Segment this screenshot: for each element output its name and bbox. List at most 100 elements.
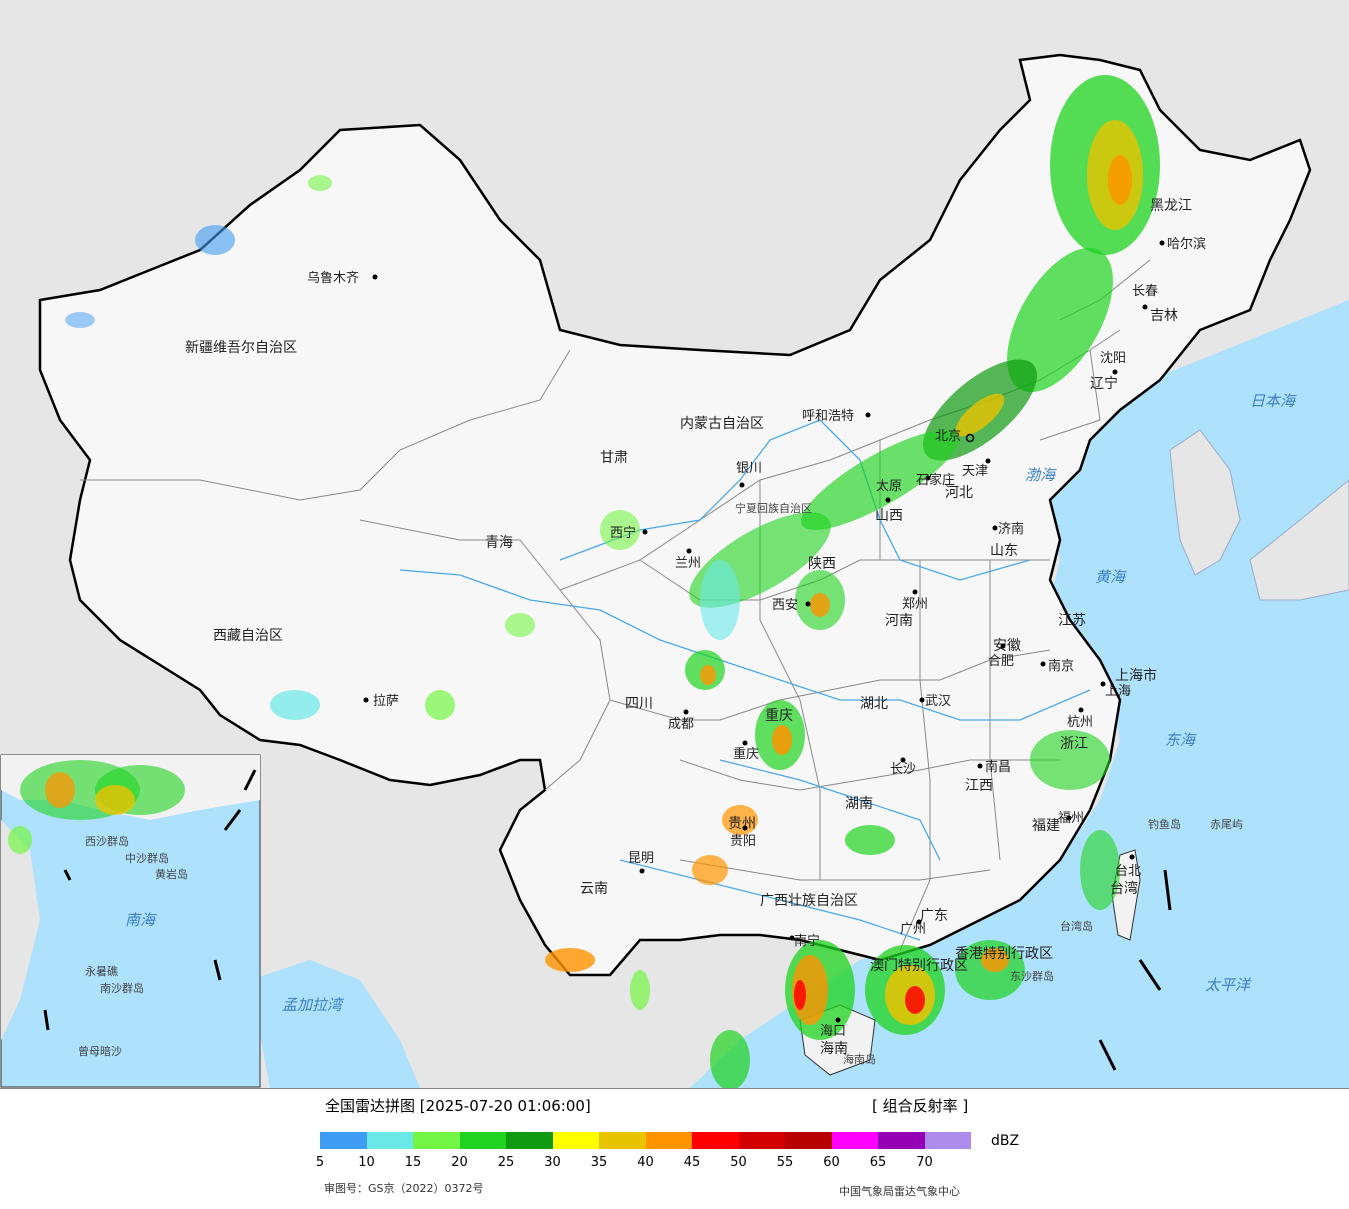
province-label: 黑龙江 [1150,198,1192,214]
sea-label: 东海 [1165,731,1197,749]
color-swatch [924,1132,971,1149]
province-label: 重庆 [765,708,793,724]
color-swatch [552,1132,599,1149]
sea-label: 太平洋 [1205,976,1252,994]
scale-tick-label: 15 [404,1155,422,1170]
island-label: 钓鱼岛 [1148,817,1181,831]
color-swatch [320,1132,367,1149]
city-label: 西安 [772,598,798,613]
city-label: 哈尔滨 [1167,236,1206,252]
color-swatch [413,1132,460,1149]
city-label: 乌鲁木齐 [307,270,359,286]
province-label: 湖南 [845,796,873,812]
color-scale-bar [320,1132,971,1149]
island-label: 中沙群岛 [125,851,169,865]
city-label: 海口 [820,1024,846,1039]
south-china-sea-inset [0,754,261,1088]
province-label: 海南 [820,1041,848,1057]
province-label: 吉林 [1150,308,1178,324]
province-label: 新疆维吾尔自治区 [185,340,297,356]
city-label: 石家庄 [916,472,955,488]
province-label: 云南 [580,881,608,897]
city-label: 兰州 [675,556,701,571]
province-label: 山东 [990,543,1018,559]
city-label: 拉萨 [373,694,399,709]
scale-tick-label: 5 [315,1155,325,1170]
city-label: 长春 [1132,284,1158,299]
province-label: 西藏自治区 [213,628,283,644]
city-label: 西宁 [610,525,636,541]
city-label: 合肥 [988,654,1014,669]
city-label: 南昌 [985,759,1011,775]
review-number: 审图号：GS京（2022）0372号 [324,1182,484,1195]
color-swatch [459,1132,506,1149]
scale-tick-label: 65 [869,1155,887,1170]
city-label: 台北 [1115,864,1141,879]
city-label: 成都 [668,717,694,732]
island-label: 东沙群岛 [1010,969,1054,983]
color-swatch [599,1132,646,1149]
city-label: 长沙 [890,762,916,777]
province-label: 福建 [1032,818,1060,834]
city-label: 呼和浩特 [802,409,854,424]
province-label: 江西 [965,778,993,794]
city-label: 杭州 [1067,715,1093,730]
province-label: 江苏 [1058,613,1086,629]
color-swatch [785,1132,832,1149]
city-label: 福州 [1058,811,1084,826]
color-swatch [506,1132,553,1149]
scale-tick-label: 55 [776,1155,794,1170]
china-outline [38,53,1312,977]
province-label: 山西 [875,508,903,524]
city-label: 北京 [935,429,961,444]
province-label: 香港特别行政区 [955,946,1053,962]
island-label: 黄岩岛 [155,867,188,881]
city-label: 太原 [876,479,902,494]
city-label: 广州 [900,922,926,937]
radar-map[interactable]: 新疆维吾尔自治区 西藏自治区 青海 甘肃 内蒙古自治区 黑龙江 吉林 辽宁 河北… [0,0,1349,1088]
scale-tick-label: 70 [916,1155,933,1170]
island-label: 永暑礁 [85,964,118,978]
island-label: 台湾岛 [1060,919,1093,933]
province-label: 安徽 [993,638,1021,654]
province-label: 四川 [625,696,653,712]
city-label: 南京 [1048,658,1074,674]
island-label: 曾母暗沙 [78,1044,122,1058]
scale-tick-label: 50 [730,1155,747,1170]
scale-tick-label: 60 [823,1155,840,1170]
scale-tick-label: 20 [451,1155,468,1170]
city-label: 沈阳 [1100,351,1126,366]
color-swatch [878,1132,925,1149]
color-swatch [692,1132,739,1149]
province-label: 广西壮族自治区 [760,893,858,909]
province-label: 贵州 [728,816,756,832]
city-label: 昆明 [628,851,654,866]
city-label: 上海 [1105,684,1131,699]
city-label: 济南 [998,521,1024,537]
scale-tick-label: 10 [358,1155,375,1170]
sea-label: 日本海 [1250,392,1297,410]
island-label: 西沙群岛 [85,834,129,848]
color-swatch [645,1132,692,1149]
map-title: 全国雷达拼图 [2025-07-20 01:06:00] [325,1097,591,1115]
province-label: 内蒙古自治区 [680,416,764,432]
province-label: 澳门特别行政区 [870,958,968,974]
sea-label: 渤海 [1025,466,1057,484]
province-label: 广东 [920,908,948,924]
city-label: 贵阳 [730,834,756,849]
city-label: 郑州 [902,597,928,612]
color-swatch [738,1132,785,1149]
province-label: 上海市 [1115,667,1157,684]
scale-tick-label: 25 [497,1155,515,1170]
scale-tick-label: 45 [683,1155,701,1170]
color-swatch [366,1132,413,1149]
province-label: 宁夏回族自治区 [735,501,812,515]
city-label: 重庆 [733,746,759,762]
province-label: 台湾 [1110,880,1138,897]
unit-label: dBZ [991,1133,1020,1149]
island-label: 赤尾屿 [1210,818,1243,831]
sea-label: 黄海 [1095,568,1127,586]
legend-panel: 全国雷达拼图 [2025-07-20 01:06:00] [ 组合反射率 ] 5… [0,1088,1349,1209]
scale-tick-label: 40 [637,1155,654,1170]
sea-label: 南海 [125,911,157,929]
